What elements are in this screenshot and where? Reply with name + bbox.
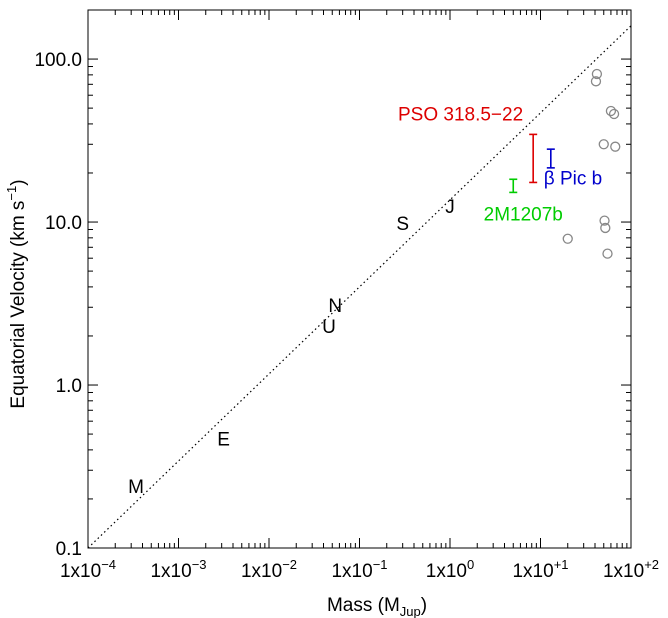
y-tick-label: 10.0 bbox=[45, 213, 82, 234]
errorbar-pic-b bbox=[547, 149, 555, 168]
x-tick-label: 1x10+2 bbox=[603, 557, 659, 582]
planet-s: S bbox=[396, 214, 409, 235]
x-axis-title: Mass (MJup) bbox=[327, 595, 427, 618]
trend-line bbox=[88, 26, 631, 548]
y-tick-label: 1.0 bbox=[56, 376, 82, 397]
x-tick-label: 1x100 bbox=[426, 557, 474, 582]
brown-dwarf-point bbox=[563, 234, 572, 243]
y-tick-label: 0.1 bbox=[56, 539, 82, 560]
plot-layer: 1x10−4 1x10−3 1x10−2 1x10−1 1x100 1x10+1 1x10+… bbox=[34, 10, 659, 582]
brown-dwarf-point bbox=[611, 142, 620, 151]
x-tick-label: 1x10−3 bbox=[150, 557, 206, 582]
planet-j: J bbox=[445, 197, 455, 218]
brown-dwarf-point bbox=[599, 140, 608, 149]
planet-n: N bbox=[328, 296, 342, 317]
brown-dwarf-point bbox=[603, 249, 612, 258]
planet-m: M bbox=[128, 477, 144, 498]
errorbar-2m1207b bbox=[509, 179, 517, 192]
y-tick-label: 100.0 bbox=[34, 50, 82, 71]
planet-u: U bbox=[322, 317, 336, 338]
x-tick-label: 1x10−2 bbox=[241, 557, 297, 582]
x-tick-label: 1x10−1 bbox=[331, 557, 387, 582]
errorbar-pso-318-5-22 bbox=[529, 134, 537, 182]
label-pic-b: β Pic b bbox=[544, 168, 602, 189]
label-pso-318-5-22: PSO 318.5−22 bbox=[398, 104, 523, 125]
plot-frame bbox=[88, 10, 631, 548]
x-tick-label: 1x10+1 bbox=[512, 557, 568, 582]
x-tick-label: 1x10−4 bbox=[60, 557, 116, 582]
y-axis-title: Equatorial Velocity (km s−1) bbox=[4, 179, 29, 408]
planet-e: E bbox=[217, 429, 230, 450]
label-2m1207b: 2M1207b bbox=[484, 204, 563, 225]
